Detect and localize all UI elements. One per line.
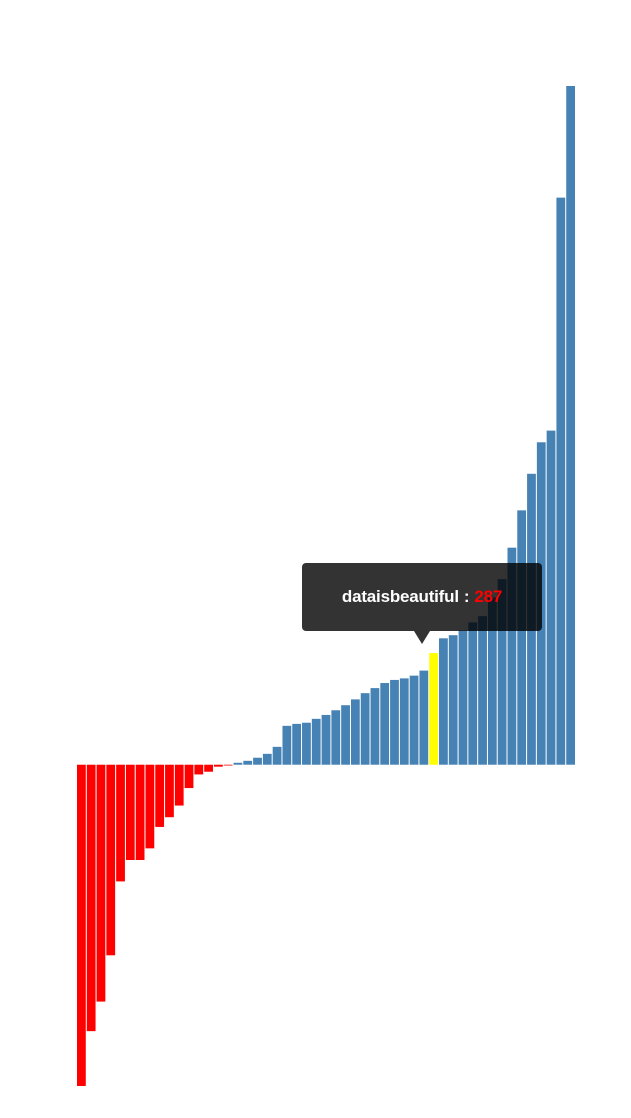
bar[interactable] xyxy=(106,764,116,956)
bar[interactable] xyxy=(546,430,556,765)
bar[interactable] xyxy=(507,547,517,765)
bar[interactable] xyxy=(409,675,419,765)
bar[interactable] xyxy=(478,616,487,765)
bar[interactable] xyxy=(390,679,399,765)
bar[interactable] xyxy=(556,197,566,765)
bar[interactable] xyxy=(448,635,458,765)
bar[interactable] xyxy=(155,764,165,827)
bar[interactable] xyxy=(262,753,272,765)
bar[interactable] xyxy=(253,757,262,765)
bar[interactable] xyxy=(282,725,292,765)
bar[interactable] xyxy=(419,670,429,765)
bar-highlighted[interactable] xyxy=(429,653,439,765)
bar[interactable] xyxy=(350,699,360,765)
bar[interactable] xyxy=(243,760,253,765)
bar[interactable] xyxy=(125,764,135,861)
bar-tooltip: dataisbeautiful : 287 xyxy=(302,563,542,631)
bar[interactable] xyxy=(517,510,527,765)
tooltip-label: dataisbeautiful xyxy=(341,587,459,606)
bar[interactable] xyxy=(86,764,96,1032)
bar[interactable] xyxy=(458,630,468,765)
bar[interactable] xyxy=(194,764,204,775)
bar[interactable] xyxy=(399,678,409,765)
bar[interactable] xyxy=(566,86,575,765)
bar[interactable] xyxy=(380,683,390,765)
bar[interactable] xyxy=(174,764,184,806)
bars-group xyxy=(77,86,575,1086)
bar[interactable] xyxy=(96,764,106,1002)
tooltip-arrow xyxy=(414,631,430,644)
tooltip-separator: : xyxy=(463,587,470,606)
bar[interactable] xyxy=(165,764,174,818)
bar[interactable] xyxy=(302,722,311,765)
bar[interactable] xyxy=(360,693,370,765)
bar[interactable] xyxy=(439,638,448,765)
bar[interactable] xyxy=(223,764,233,766)
bar[interactable] xyxy=(497,579,507,765)
bar[interactable] xyxy=(370,688,380,765)
bar[interactable] xyxy=(311,718,321,765)
bar[interactable] xyxy=(341,705,350,765)
bar[interactable] xyxy=(77,764,86,1086)
bar[interactable] xyxy=(184,764,194,789)
bar[interactable] xyxy=(116,764,125,882)
bar[interactable] xyxy=(331,710,341,765)
bar[interactable] xyxy=(272,746,282,765)
bar[interactable] xyxy=(145,764,155,849)
bar[interactable] xyxy=(468,622,478,765)
bar[interactable] xyxy=(204,764,213,772)
bar[interactable] xyxy=(233,762,243,765)
bar[interactable] xyxy=(213,764,223,767)
bar[interactable] xyxy=(135,764,145,861)
bar[interactable] xyxy=(487,597,497,765)
bar[interactable] xyxy=(321,714,331,765)
tooltip-value: 287 xyxy=(474,587,503,606)
bar[interactable] xyxy=(292,723,302,765)
